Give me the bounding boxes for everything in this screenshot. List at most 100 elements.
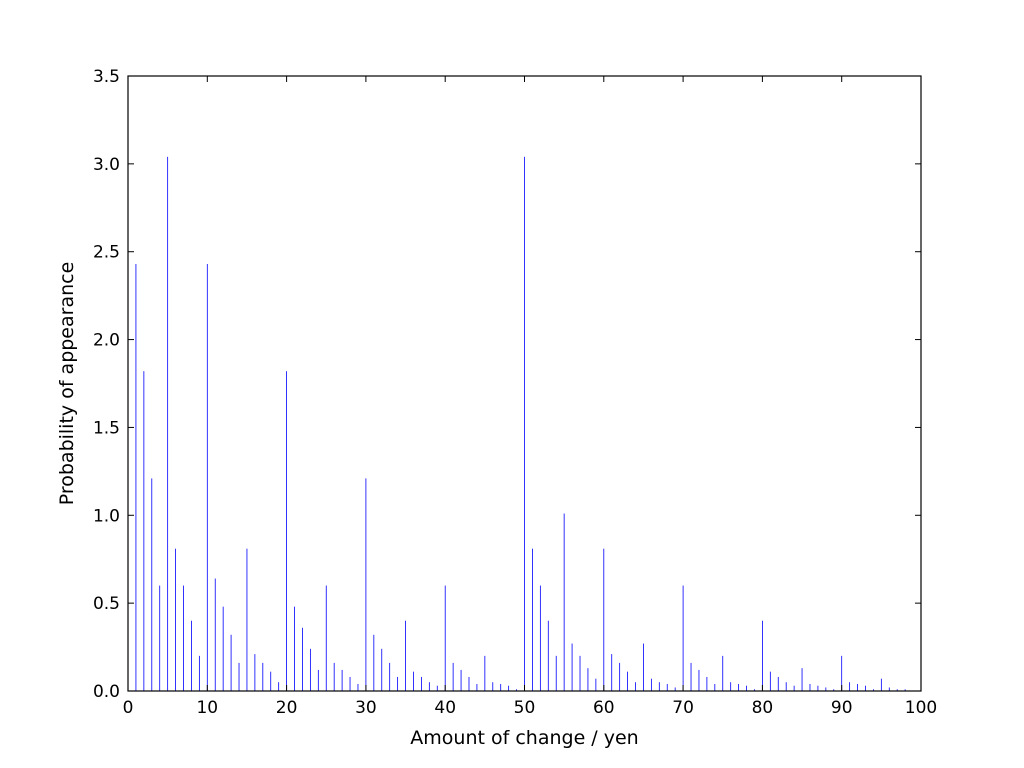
bar [476, 683, 478, 691]
bar [547, 620, 549, 691]
bar [357, 683, 359, 691]
y-tick-label: 0.5 [93, 594, 120, 614]
bar [674, 687, 676, 691]
bar [349, 676, 351, 691]
bar [278, 682, 280, 691]
bar [769, 671, 771, 691]
bar [159, 585, 161, 691]
bar [896, 689, 898, 691]
x-tick-label: 70 [672, 698, 694, 718]
bar [468, 676, 470, 691]
bar [595, 678, 597, 691]
bar [389, 662, 391, 691]
x-tick-label: 50 [514, 698, 536, 718]
bar [151, 478, 153, 691]
bar [539, 585, 541, 691]
bar [658, 682, 660, 691]
y-axis-label: Probability of appearance [56, 262, 78, 506]
bar [571, 643, 573, 691]
bar [809, 683, 811, 691]
bar [880, 678, 882, 691]
bar [143, 371, 145, 691]
bar [444, 585, 446, 691]
bar [365, 478, 367, 691]
bar [714, 683, 716, 691]
x-tick-label: 10 [196, 698, 218, 718]
bar [801, 668, 803, 691]
bar [627, 671, 628, 691]
bar [722, 655, 724, 691]
bar [532, 548, 533, 691]
bar [865, 685, 866, 691]
bar [484, 655, 486, 691]
bar [373, 634, 375, 691]
bar [294, 606, 295, 691]
bar [825, 687, 827, 691]
bar [508, 685, 510, 691]
bar [698, 669, 700, 691]
bar [785, 682, 787, 691]
y-axis: 0.0 0.5 1.0 1.5 2.0 2.5 3.0 3.5 [93, 67, 921, 702]
bar [500, 683, 502, 691]
x-tick-label: 40 [434, 698, 456, 718]
bar [666, 683, 668, 691]
bar [175, 548, 176, 691]
bar [841, 655, 843, 691]
bar [833, 689, 835, 691]
y-tick-label: 0.0 [93, 682, 120, 702]
bar [262, 662, 264, 691]
bar [738, 683, 740, 691]
bar [222, 606, 224, 691]
x-axis: 0 10 20 30 40 50 60 70 80 90 100 [123, 76, 937, 718]
bar [183, 585, 184, 691]
bar [309, 648, 311, 691]
x-tick-label: 30 [355, 698, 377, 718]
bar [611, 654, 613, 691]
bar [397, 676, 399, 691]
bar [428, 682, 430, 691]
x-tick-label: 90 [831, 698, 853, 718]
bar [135, 264, 137, 691]
bar [587, 668, 589, 691]
bar [302, 627, 303, 691]
x-tick-label: 80 [752, 698, 774, 718]
bar [746, 685, 747, 691]
bar [381, 648, 383, 691]
x-tick-label: 60 [593, 698, 615, 718]
bar [524, 156, 525, 692]
bar [452, 662, 454, 691]
bar [230, 634, 232, 691]
bar [754, 689, 755, 691]
bar [904, 689, 906, 691]
bar [643, 643, 644, 691]
bar [635, 682, 636, 691]
bar [888, 687, 890, 691]
bar [405, 620, 406, 691]
bar [579, 655, 581, 691]
bar [777, 676, 779, 691]
bar [413, 671, 414, 691]
bar [286, 371, 287, 691]
x-tick-label: 0 [123, 698, 134, 718]
bar [849, 682, 851, 691]
bar [341, 669, 343, 691]
bar [492, 682, 494, 691]
y-tick-label: 3.0 [93, 155, 120, 175]
bar [198, 655, 200, 691]
bar [516, 689, 517, 691]
bar [873, 689, 874, 691]
bar [191, 620, 192, 691]
bar [333, 662, 335, 691]
bar [270, 671, 272, 691]
bar [436, 685, 438, 691]
x-tick-label: 20 [276, 698, 298, 718]
y-tick-label: 1.5 [93, 418, 120, 438]
bar [690, 662, 692, 691]
bar [238, 662, 240, 691]
bar [730, 682, 732, 691]
bar [650, 678, 652, 691]
bar [793, 685, 795, 691]
bar [762, 620, 763, 691]
bar [317, 669, 319, 691]
